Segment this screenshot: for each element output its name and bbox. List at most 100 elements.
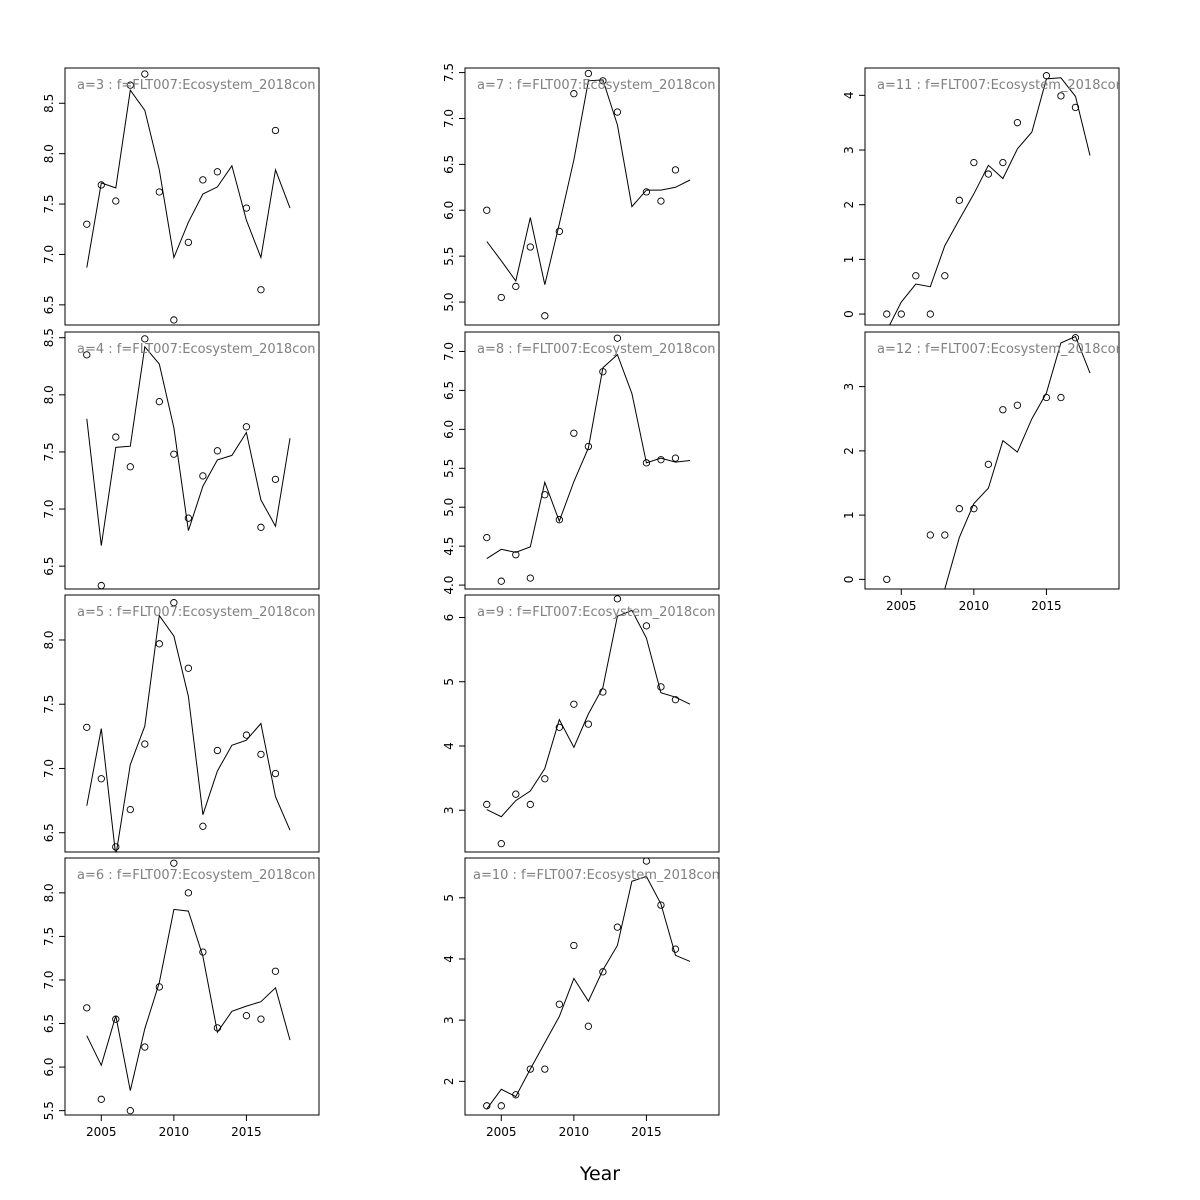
data-point <box>912 272 920 280</box>
panel-title: a=4 : f=FLT007:Ecosystem_2018con <box>77 342 316 357</box>
data-point <box>526 800 534 809</box>
data-point <box>613 923 622 931</box>
data-point <box>483 206 491 214</box>
data-point <box>1057 393 1065 402</box>
data-point <box>97 581 105 590</box>
data-point <box>984 460 993 469</box>
panel-frame <box>464 331 720 590</box>
data-point <box>955 505 963 513</box>
data-point <box>955 196 963 204</box>
fit-line <box>486 79 691 285</box>
data-point <box>1042 72 1051 80</box>
panel-4: 5.0 5.5 6.0 6.5 7.0 7.5 a=7 : f=FLT007:Ecosyst… <box>442 63 720 326</box>
y-tick-label: 7.0 <box>442 342 456 361</box>
data-point <box>541 491 549 499</box>
y-tick-label: 6 <box>442 614 456 622</box>
data-point <box>184 514 193 522</box>
data-point <box>599 368 607 376</box>
data-point <box>97 1095 105 1103</box>
y-tick-label: 6.5 <box>42 823 56 842</box>
data-point <box>984 170 993 178</box>
fit-line <box>486 609 691 818</box>
data-point <box>257 750 265 758</box>
panel-7: 2 3 4 5 2005 2010 2015 a=10 : f=FLT007:Ecosyste… <box>442 857 720 1139</box>
y-tick-label: 8.0 <box>42 385 56 404</box>
data-point <box>141 1043 149 1051</box>
y-tick-label: 4.0 <box>442 576 456 595</box>
data-point <box>584 720 593 728</box>
data-point <box>271 126 280 135</box>
fit-line <box>86 908 291 1091</box>
y-tick-label: 5.0 <box>442 498 456 517</box>
data-point <box>483 1102 491 1110</box>
data-point <box>941 272 949 280</box>
y-tick-label: 7.5 <box>442 63 456 82</box>
y-tick-label: 5 <box>442 894 456 902</box>
data-point <box>497 839 505 848</box>
panel-title: a=5 : f=FLT007:Ecosystem_2018con <box>77 605 316 620</box>
data-point <box>497 293 505 302</box>
data-point <box>512 790 520 798</box>
x-tick-label: 2005 <box>86 1125 117 1139</box>
data-point <box>126 1106 134 1115</box>
y-tick-label: 7.0 <box>42 245 56 264</box>
y-tick-label: 1 <box>842 511 856 519</box>
data-point <box>112 843 120 851</box>
data-point <box>170 450 178 458</box>
y-tick-label: 5.5 <box>442 459 456 478</box>
data-point <box>112 433 120 441</box>
data-point <box>541 312 549 320</box>
data-point <box>926 531 934 539</box>
x-tick-label: 2005 <box>486 1125 517 1139</box>
data-point <box>213 447 222 455</box>
y-tick-label: 6.0 <box>42 1058 56 1077</box>
panel-title: a=3 : f=FLT007:Ecosystem_2018con <box>77 78 316 93</box>
data-point <box>213 1024 222 1032</box>
data-point <box>671 945 680 953</box>
data-point <box>642 459 651 467</box>
panel-title: a=12 : f=FLT007:Ecosystem_2018con <box>877 342 1124 357</box>
data-point <box>526 574 534 582</box>
data-point <box>483 800 491 809</box>
data-point <box>184 238 193 247</box>
data-point <box>570 941 578 950</box>
fit-line <box>86 345 291 546</box>
panel-frame <box>64 331 320 590</box>
panel-frame <box>464 594 720 853</box>
y-tick-label: 6.0 <box>442 420 456 439</box>
y-tick-label: 2 <box>842 447 856 455</box>
y-tick-label: 7.0 <box>42 970 56 989</box>
data-point <box>213 746 222 755</box>
data-point <box>599 77 607 85</box>
data-point <box>970 158 978 167</box>
x-tick-label: 2010 <box>159 1125 190 1139</box>
panel-frame <box>464 857 720 1116</box>
data-point <box>83 220 91 228</box>
data-point <box>941 531 949 539</box>
x-tick-label: 2015 <box>231 1125 262 1139</box>
y-tick-label: 6.5 <box>42 295 56 314</box>
data-point <box>671 454 680 462</box>
data-point <box>599 968 607 976</box>
panel-3: 5.5 6.0 6.5 7.0 7.5 8.0 2005 2010 2015 a=6 : f=FL… <box>42 857 320 1139</box>
data-point <box>999 406 1007 414</box>
y-tick-label: 7.5 <box>42 442 56 461</box>
data-point <box>1057 92 1065 100</box>
y-tick-label: 5.5 <box>42 1101 56 1120</box>
data-point <box>883 575 891 584</box>
y-tick-label: 7.0 <box>442 109 456 128</box>
data-point <box>657 901 665 909</box>
y-tick-label: 7.0 <box>42 759 56 778</box>
data-point <box>83 351 91 359</box>
y-tick-label: 8.5 <box>42 328 56 347</box>
data-point <box>271 475 280 483</box>
data-point <box>657 197 665 205</box>
y-tick-label: 5.5 <box>442 247 456 266</box>
data-point <box>213 168 222 176</box>
data-point <box>199 948 207 956</box>
data-point <box>271 967 280 975</box>
y-tick-label: 0 <box>842 310 856 318</box>
data-point <box>155 188 163 196</box>
data-point <box>541 1065 549 1073</box>
